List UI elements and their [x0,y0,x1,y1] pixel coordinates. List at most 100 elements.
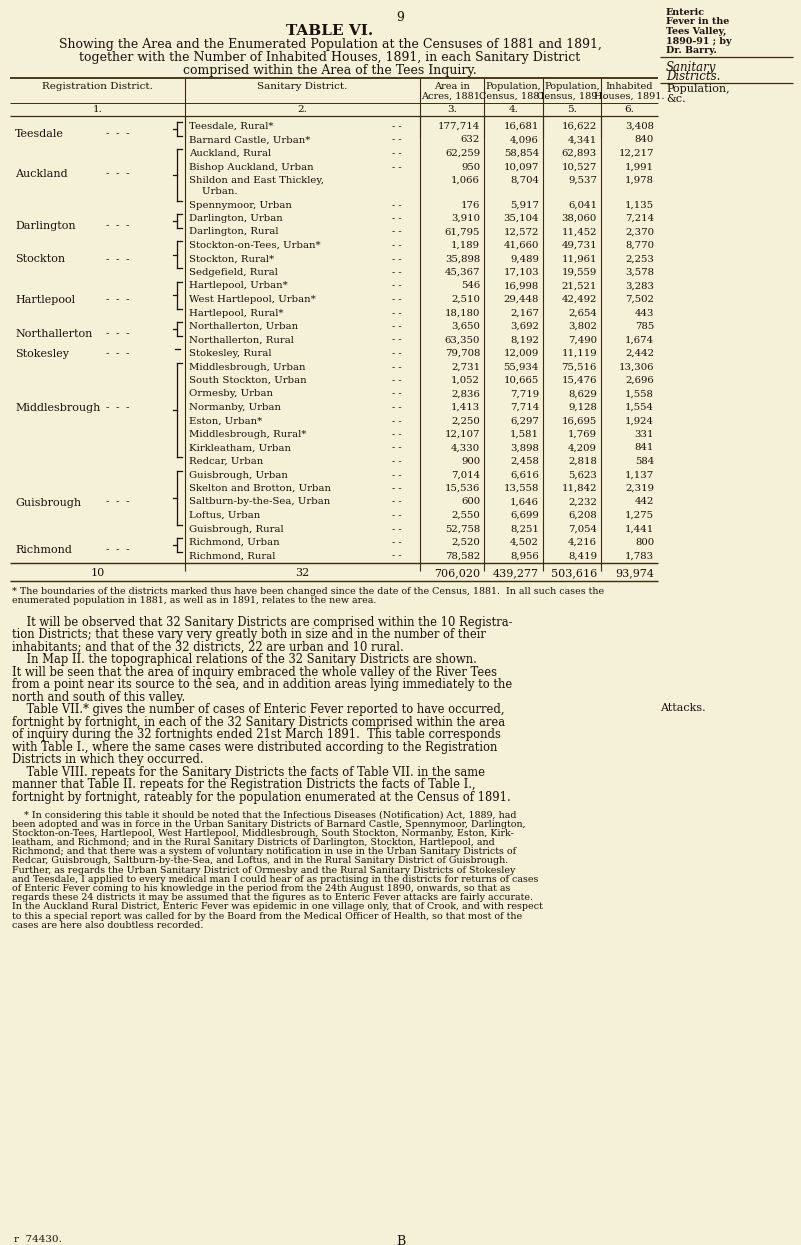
Text: 840: 840 [634,136,654,144]
Text: 176: 176 [461,200,480,209]
Text: - -: - - [392,390,402,398]
Text: 706,020: 706,020 [434,568,480,578]
Text: Census, 1881.: Census, 1881. [479,92,549,101]
Text: 18,180: 18,180 [445,309,480,317]
Text: Area in: Area in [434,82,470,91]
Text: 63,350: 63,350 [445,335,480,345]
Text: - -: - - [392,335,402,345]
Text: Richmond, Urban: Richmond, Urban [189,538,280,547]
Text: 15,536: 15,536 [445,484,480,493]
Text: 15,476: 15,476 [562,376,597,385]
Text: 1,066: 1,066 [451,176,480,186]
Text: 13,558: 13,558 [504,484,539,493]
Text: Stockton: Stockton [15,254,65,264]
Text: - -: - - [392,443,402,452]
Text: - -: - - [392,417,402,426]
Text: 9,489: 9,489 [510,254,539,264]
Text: Guisbrough: Guisbrough [15,498,81,508]
Text: 12,572: 12,572 [504,228,539,237]
Text: Normanby, Urban: Normanby, Urban [189,403,281,412]
Text: 7,054: 7,054 [568,524,597,534]
Text: 2,654: 2,654 [568,309,597,317]
Text: Middlesbrough: Middlesbrough [15,403,100,413]
Text: West Hartlepool, Urban*: West Hartlepool, Urban* [189,295,316,304]
Text: 1,674: 1,674 [625,335,654,345]
Text: 4,216: 4,216 [568,538,597,547]
Text: - -: - - [392,552,402,560]
Text: leatham, and Richmond; and in the Rural Sanitary Districts of Darlington, Stockt: leatham, and Richmond; and in the Rural … [12,838,495,847]
Text: 10: 10 [91,568,105,578]
Text: Redcar, Urban: Redcar, Urban [189,457,264,466]
Text: 8,956: 8,956 [510,552,539,560]
Text: Inhabited: Inhabited [606,82,654,91]
Text: 3.: 3. [447,105,457,115]
Text: 45,367: 45,367 [445,268,480,276]
Text: 78,582: 78,582 [445,552,480,560]
Text: 11,842: 11,842 [562,484,597,493]
Text: north and south of this valley.: north and south of this valley. [12,691,185,703]
Text: 8,251: 8,251 [510,524,539,534]
Text: Redcar, Guisbrough, Saltburn-by-the-Sea, and Loftus, and in the Rural Sanitary D: Redcar, Guisbrough, Saltburn-by-the-Sea,… [12,857,509,865]
Text: 439,277: 439,277 [493,568,539,578]
Text: 1,275: 1,275 [625,510,654,520]
Text: 10,097: 10,097 [504,163,539,172]
Text: 58,854: 58,854 [504,149,539,158]
Text: Stokesley, Rural: Stokesley, Rural [189,349,272,359]
Text: 75,516: 75,516 [562,362,597,371]
Text: Richmond: Richmond [15,545,72,555]
Text: In the Auckland Rural District, Enteric Fever was epidemic in one village only, : In the Auckland Rural District, Enteric … [12,903,543,911]
Text: 52,758: 52,758 [445,524,480,534]
Text: 4.: 4. [509,105,518,115]
Text: - -: - - [392,136,402,144]
Text: Stockton, Rural*: Stockton, Rural* [189,254,274,264]
Text: Hartlepool, Urban*: Hartlepool, Urban* [189,281,288,290]
Text: 1,646: 1,646 [510,498,539,507]
Text: Houses, 1891.: Houses, 1891. [594,92,665,101]
Text: 6,699: 6,699 [510,510,539,520]
Text: 3,898: 3,898 [510,443,539,452]
Text: 4,096: 4,096 [510,136,539,144]
Text: Districts in which they occurred.: Districts in which they occurred. [12,753,203,767]
Text: 3,408: 3,408 [625,122,654,131]
Text: - -: - - [392,214,402,223]
Text: - -: - - [392,538,402,547]
Text: 6.: 6. [625,105,634,115]
Text: Teesdale, Rural*: Teesdale, Rural* [189,122,273,131]
Text: 61,795: 61,795 [445,228,480,237]
Text: Population,: Population, [544,82,600,91]
Text: 4,330: 4,330 [451,443,480,452]
Text: 35,104: 35,104 [504,214,539,223]
Text: Tees Valley,: Tees Valley, [666,27,727,36]
Text: - -: - - [392,149,402,158]
Text: 1,052: 1,052 [451,376,480,385]
Text: 6,041: 6,041 [568,200,597,209]
Text: 62,259: 62,259 [445,149,480,158]
Text: of Enteric Fever coming to his knowledge in the period from the 24th August 1890: of Enteric Fever coming to his knowledge… [12,884,510,893]
Text: 841: 841 [634,443,654,452]
Text: 632: 632 [461,136,480,144]
Text: 2,370: 2,370 [625,228,654,237]
Text: 62,893: 62,893 [562,149,597,158]
Text: Stockton-on-Tees, Hartlepool, West Hartlepool, Middlesbrough, South Stockton, No: Stockton-on-Tees, Hartlepool, West Hartl… [12,829,514,838]
Text: 12,009: 12,009 [504,349,539,359]
Text: 331: 331 [634,430,654,439]
Text: 1,137: 1,137 [625,471,654,479]
Text: Sanitary: Sanitary [666,61,716,73]
Text: from a point near its source to the sea, and in addition areas lying immediately: from a point near its source to the sea,… [12,679,513,691]
Text: 7,719: 7,719 [510,390,539,398]
Text: been adopted and was in force in the Urban Sanitary Districts of Barnard Castle,: been adopted and was in force in the Urb… [12,819,525,829]
Text: 11,452: 11,452 [562,228,597,237]
Text: 4,209: 4,209 [568,443,597,452]
Text: 2,232: 2,232 [568,498,597,507]
Text: 41,660: 41,660 [504,242,539,250]
Text: - -: - - [392,281,402,290]
Text: -  -  -: - - - [107,295,130,304]
Text: 177,714: 177,714 [438,122,480,131]
Text: Acres, 1881.: Acres, 1881. [421,92,483,101]
Text: with Table I., where the same cases were distributed according to the Registrati: with Table I., where the same cases were… [12,741,497,754]
Text: - -: - - [392,362,402,371]
Text: Ormesby, Urban: Ormesby, Urban [189,390,273,398]
Text: 12,217: 12,217 [618,149,654,158]
Text: 8,704: 8,704 [510,176,539,186]
Text: - -: - - [392,349,402,359]
